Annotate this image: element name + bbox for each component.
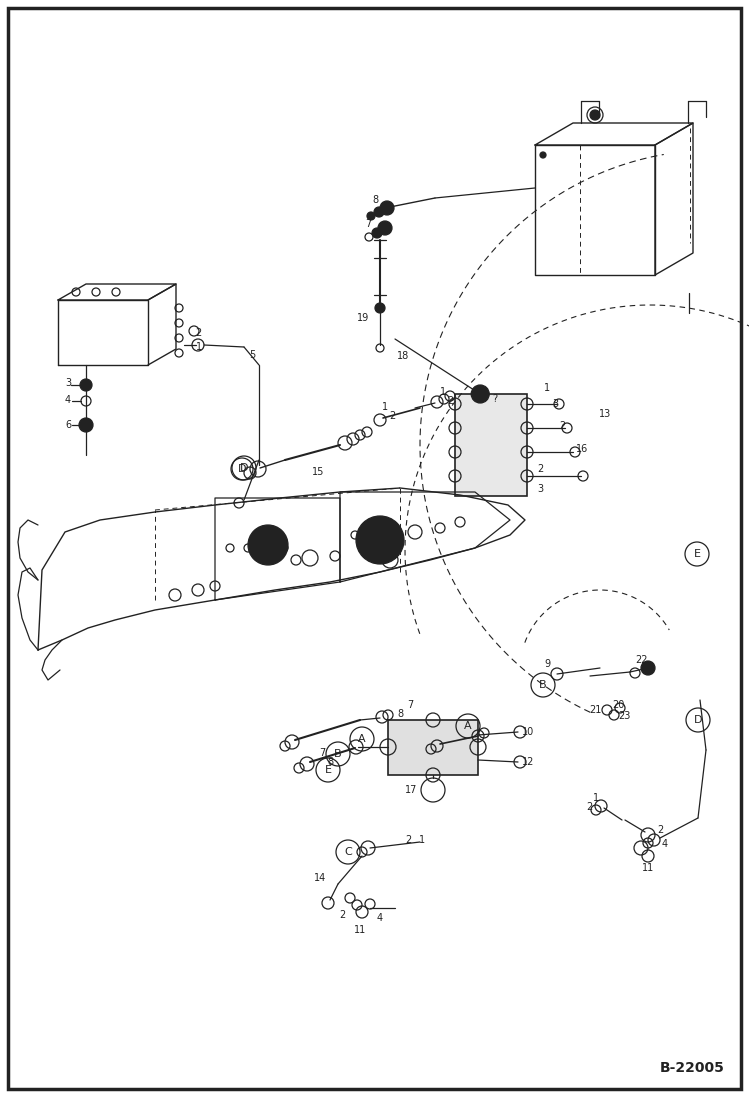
Text: ?: ? [492,394,497,404]
Circle shape [79,418,93,432]
Text: 15: 15 [312,467,324,477]
Text: 7: 7 [407,700,413,710]
Text: 3: 3 [552,399,558,409]
Circle shape [248,525,288,565]
Text: 17: 17 [404,785,417,795]
Text: 2: 2 [537,464,543,474]
Text: 1: 1 [419,835,425,845]
Text: 7: 7 [365,219,371,229]
Text: B: B [334,749,342,759]
Text: E: E [324,765,332,774]
Text: 16: 16 [576,444,588,454]
Text: 2: 2 [339,911,345,920]
Text: E: E [694,548,700,559]
Text: 23: 23 [618,711,630,721]
Text: 2: 2 [195,328,201,338]
Text: 2: 2 [389,411,395,421]
Text: 1: 1 [544,383,550,393]
Text: 20: 20 [612,700,624,710]
Bar [388,720,478,774]
Text: A: A [358,734,366,744]
Text: 1: 1 [382,402,388,412]
Text: 2: 2 [405,835,411,845]
Text: 19: 19 [357,313,369,323]
Text: 2: 2 [657,825,663,835]
Text: 18: 18 [397,351,409,361]
Text: 8: 8 [372,195,378,205]
Text: 22: 22 [636,655,648,665]
Circle shape [641,661,655,675]
Text: 2: 2 [447,396,453,406]
Circle shape [471,385,489,403]
Text: 5: 5 [249,350,255,360]
Text: 4: 4 [377,913,383,923]
Text: 3: 3 [65,378,71,388]
Circle shape [80,378,92,391]
Text: 4: 4 [662,839,668,849]
Text: 6: 6 [65,420,71,430]
Circle shape [590,110,600,120]
Text: C: C [344,847,352,857]
Circle shape [367,212,375,220]
Text: 11: 11 [354,925,366,935]
Text: D: D [240,463,248,473]
Text: 2: 2 [559,421,565,431]
Circle shape [372,228,382,238]
Text: 7: 7 [319,748,325,758]
Text: 10: 10 [522,727,534,737]
Circle shape [374,207,384,217]
Text: 9: 9 [544,659,550,669]
Text: 8: 8 [397,709,403,719]
Text: 13: 13 [599,409,611,419]
Text: 4: 4 [65,395,71,405]
Text: B: B [539,680,547,690]
Bar [455,394,527,496]
Text: 1: 1 [440,387,446,397]
Text: 3: 3 [537,484,543,494]
Text: 1: 1 [593,793,599,803]
Circle shape [378,220,392,235]
Text: D: D [694,715,703,725]
Text: B-22005: B-22005 [660,1061,724,1075]
Text: 12: 12 [522,757,534,767]
Text: 8: 8 [327,757,333,767]
Circle shape [540,152,546,158]
Text: 21: 21 [589,705,601,715]
Text: 11: 11 [642,863,654,873]
Text: 14: 14 [314,873,326,883]
Circle shape [356,516,404,564]
Text: 1: 1 [196,342,202,352]
Text: 2: 2 [586,802,592,812]
Circle shape [380,201,394,215]
Text: A: A [464,721,472,731]
Circle shape [375,303,385,313]
Text: D: D [237,464,246,474]
